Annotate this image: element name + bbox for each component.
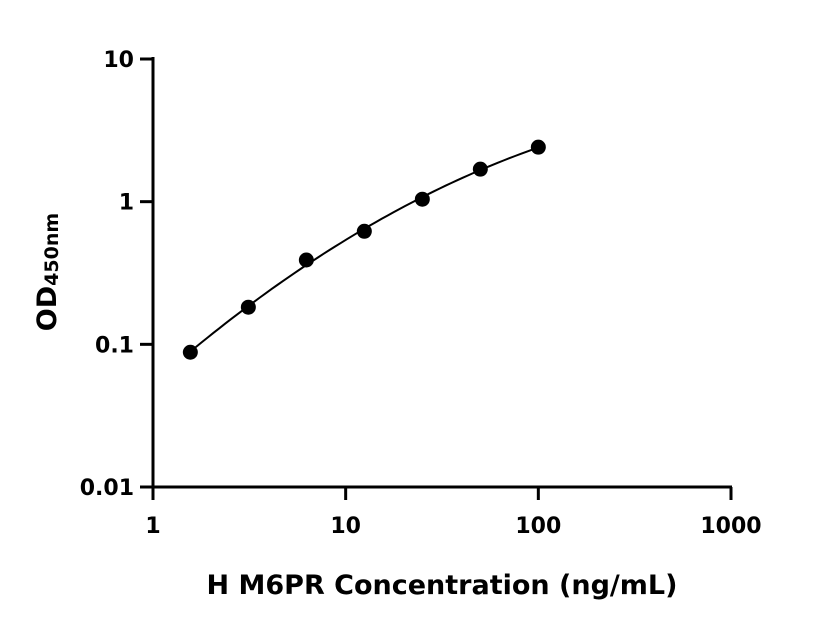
x-tick-label: 1000 [700,514,761,539]
y-tick-label: 0.01 [80,476,134,501]
x-tick-label: 100 [515,514,561,539]
y-tick-label: 10 [103,48,134,73]
y-tick-label: 1 [119,191,134,216]
x-tick-label: 10 [330,514,361,539]
data-point [414,191,430,207]
data-point [298,252,314,268]
x-tick-label: 1 [145,514,160,539]
data-point [240,299,256,315]
data-point [472,161,488,177]
x-axis-label: H M6PR Concentration (ng/mL) [207,570,678,601]
data-point [530,139,546,155]
y-axis-label-subscript: 450nm [41,213,63,286]
fit-curve [189,146,539,353]
data-point [182,344,198,360]
y-tick-label: 0.1 [95,333,134,358]
y-axis-label: OD450nm [32,213,63,331]
data-point [356,223,372,239]
